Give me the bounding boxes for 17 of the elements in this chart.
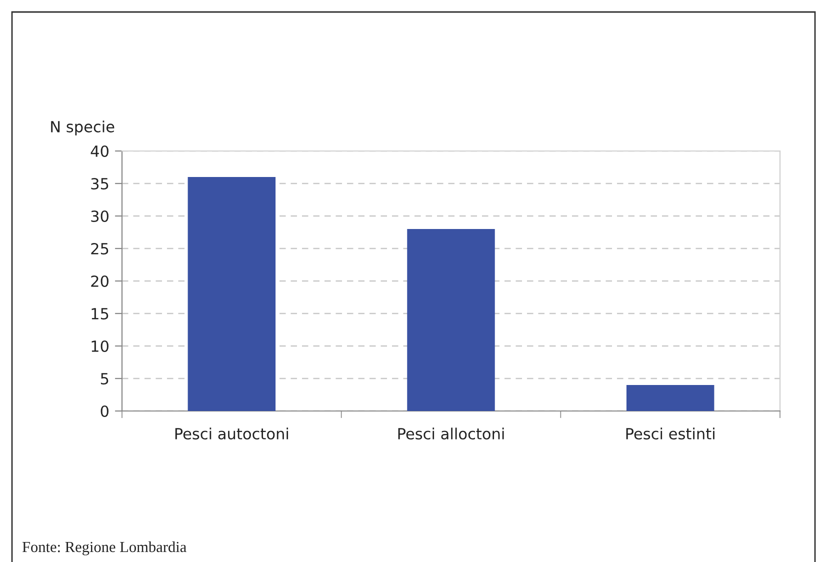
y-tick-label: 40 — [90, 145, 108, 158]
y-tick-label: 35 — [91, 178, 108, 190]
x-tick-label: Pesci autoctoni — [175, 428, 288, 440]
source-note: Fonte: Regione Lombardia — [22, 541, 186, 556]
y-tick-label: 5 — [100, 373, 108, 385]
bar — [626, 385, 714, 411]
y-tick-label: 25 — [91, 242, 108, 255]
x-tick-label: Pesci estinti — [626, 428, 714, 440]
y-tick-label: 30 — [91, 210, 108, 222]
y-tick-label: 0 — [100, 405, 108, 418]
x-tick-label: Pesci alloctoni — [398, 428, 504, 440]
y-tick-label: 10 — [92, 340, 108, 352]
y-tick-label: 15 — [92, 308, 108, 320]
bar — [407, 229, 495, 411]
bar — [188, 177, 276, 411]
y-axis-title: N specie — [51, 120, 114, 136]
y-tick-label: 20 — [91, 275, 108, 288]
